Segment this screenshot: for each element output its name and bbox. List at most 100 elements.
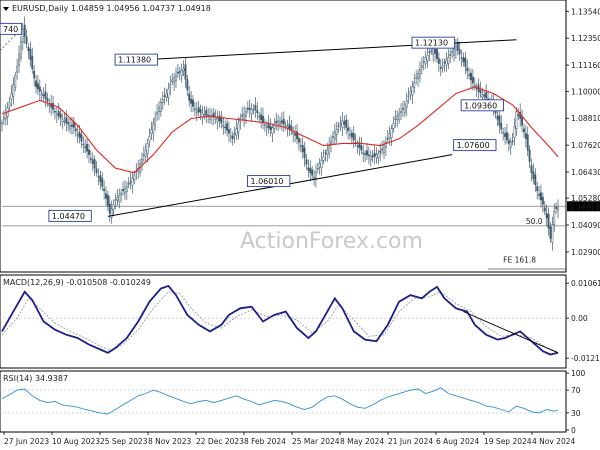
candle-body — [479, 89, 482, 94]
candle-body — [256, 109, 259, 114]
moving-average-line — [1, 86, 559, 174]
chart-header: EURUSD,Daily 1.04859 1.04956 1.04737 1.0… — [3, 4, 211, 13]
candle-body — [407, 95, 410, 98]
level-value: 740 — [3, 25, 18, 34]
candle-body — [341, 120, 344, 128]
candle-body — [330, 140, 333, 144]
candle-body — [343, 121, 346, 125]
candle-body — [352, 133, 355, 141]
candle-body — [8, 102, 11, 106]
candle-body — [131, 178, 134, 186]
candle-body — [120, 192, 123, 195]
candle-body — [118, 195, 121, 202]
candle-body — [227, 129, 230, 134]
dropdown-arrow-icon[interactable] — [3, 7, 9, 11]
candle-body — [356, 145, 359, 147]
candle-body — [294, 133, 297, 136]
rsi-line — [1, 387, 559, 415]
candle-body — [152, 122, 155, 134]
level-box — [453, 139, 497, 152]
candle-body — [229, 135, 232, 138]
candle-body — [277, 120, 280, 124]
candle-body — [460, 57, 463, 60]
candle-body — [418, 69, 421, 78]
candle-body — [275, 120, 278, 124]
price-header: EURUSD,Daily 1.04859 1.04956 1.04737 1.0… — [12, 4, 211, 13]
candle-body — [103, 188, 106, 192]
candle-body — [296, 131, 298, 140]
candle-body — [31, 55, 34, 69]
candle-body — [388, 133, 391, 139]
x-tick-label: 25 Sep 2023 — [100, 437, 148, 446]
candle-body — [243, 113, 246, 120]
candle-body — [265, 126, 268, 128]
candle-body — [205, 110, 208, 116]
price-panel — [0, 0, 567, 273]
candle-body — [84, 146, 87, 149]
candle-body — [337, 125, 340, 127]
candle-body — [150, 129, 153, 134]
candle-body — [326, 149, 329, 155]
candle-body — [458, 49, 461, 55]
level-value: 1.04470 — [52, 212, 85, 221]
candle-body — [483, 94, 486, 97]
candle-body — [76, 134, 79, 136]
candle-body — [360, 145, 363, 151]
candle-body — [127, 183, 130, 185]
x-tick-label: 27 Jun 2023 — [4, 437, 49, 446]
candle-body — [428, 51, 431, 54]
x-tick-label: 8 Feb 2024 — [244, 437, 286, 446]
candle-body — [299, 145, 302, 147]
candle-body — [89, 158, 92, 160]
candle-body — [534, 174, 537, 186]
candle-body — [462, 57, 465, 63]
macd-y-tick-label: 0.010618 — [571, 279, 600, 288]
candle-body — [158, 107, 160, 112]
candle-body — [222, 125, 225, 127]
macd-y-tick-label: 0.00 — [571, 314, 588, 323]
level-value: 1.09360 — [464, 101, 497, 110]
x-tick-label: 10 Aug 2023 — [52, 437, 100, 446]
candle-body — [403, 104, 406, 113]
candle-body — [545, 212, 548, 219]
candle-body — [369, 156, 372, 161]
candle-body — [464, 57, 467, 67]
candle-body — [241, 115, 244, 117]
candle-body — [252, 109, 255, 111]
candle-body — [417, 72, 420, 79]
level-label: 1.04470 — [48, 209, 92, 222]
candle-body — [52, 103, 55, 110]
candle-body — [555, 206, 558, 209]
y-tick-label: 1.04090 — [571, 221, 600, 230]
candle-body — [29, 48, 32, 60]
candle-body — [451, 51, 454, 53]
candle-body — [91, 159, 94, 164]
candle-body — [197, 107, 200, 112]
rsi-y-tick-label: 100 — [571, 369, 586, 378]
candle-body — [231, 135, 234, 140]
candle-body — [46, 98, 49, 102]
candle-body — [74, 128, 77, 132]
candle-body — [280, 120, 283, 124]
candle-body — [364, 153, 367, 155]
candle-body — [532, 171, 535, 180]
candle-body — [116, 197, 119, 201]
level-label: 1.09360 — [460, 99, 505, 112]
candle-body — [543, 207, 546, 212]
candle-body — [61, 119, 64, 122]
candle-body — [437, 58, 440, 64]
candle-body — [551, 224, 554, 243]
candle-body — [288, 123, 291, 129]
x-tick-label: 25 Mar 2024 — [292, 437, 340, 446]
candle-body — [1, 122, 3, 125]
candle-body — [161, 99, 164, 103]
candle-body — [454, 45, 457, 51]
y-tick-label: 1.10000 — [571, 87, 600, 96]
fib-annotation: FE 161.8 — [503, 255, 536, 264]
candle-body — [415, 77, 418, 79]
candle-body — [21, 28, 24, 43]
candle-body — [485, 92, 488, 99]
candle-body — [67, 121, 70, 125]
candle-body — [547, 213, 550, 229]
candle-body — [178, 71, 181, 73]
